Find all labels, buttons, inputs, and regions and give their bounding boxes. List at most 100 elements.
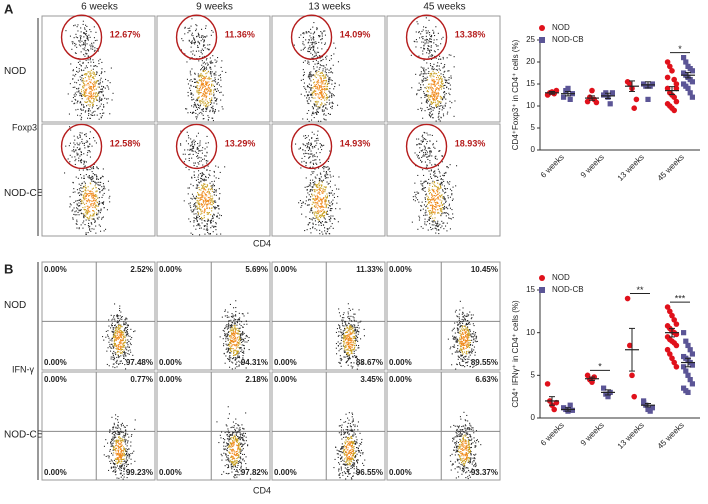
flow-event <box>427 207 429 209</box>
flow-event <box>201 192 203 194</box>
flow-event <box>99 178 101 180</box>
flow-event <box>306 189 308 191</box>
flow-event <box>126 331 128 333</box>
flow-event <box>84 147 86 149</box>
flow-event <box>111 330 113 332</box>
flow-event <box>317 74 319 76</box>
flow-event <box>314 63 316 65</box>
flow-event <box>420 73 422 75</box>
flow-event <box>431 68 433 70</box>
flow-event <box>231 333 233 335</box>
flow-event <box>237 346 239 348</box>
flow-event <box>127 324 129 326</box>
flow-event <box>426 195 428 197</box>
flow-event <box>321 42 323 44</box>
flow-event <box>437 198 439 200</box>
flow-event <box>237 353 239 355</box>
flow-event <box>319 178 321 180</box>
flow-event <box>76 214 78 216</box>
flow-event <box>434 35 436 37</box>
plot-frame <box>386 123 501 237</box>
flow-event <box>79 132 81 134</box>
flow-event <box>440 101 442 103</box>
flow-event <box>431 34 433 36</box>
flow-event <box>194 43 196 45</box>
flow-event <box>191 148 193 150</box>
flow-event <box>89 110 91 112</box>
flow-event <box>199 142 201 144</box>
flow-event <box>215 222 217 224</box>
flow-event <box>212 183 214 185</box>
flow-event <box>233 333 235 335</box>
flow-event <box>98 211 100 213</box>
flow-event <box>316 87 318 89</box>
flow-event <box>323 165 325 167</box>
flow-event <box>316 207 318 209</box>
flow-event <box>347 327 349 329</box>
flow-event <box>83 195 85 197</box>
flow-event <box>327 213 329 215</box>
flow-event <box>98 74 100 76</box>
flow-event <box>92 89 94 91</box>
flow-event <box>85 65 87 67</box>
flow-event <box>91 194 93 196</box>
flow-event <box>225 338 227 340</box>
flow-event <box>421 36 423 38</box>
flow-event <box>206 162 208 164</box>
flow-event <box>443 96 445 98</box>
flow-event <box>239 347 241 349</box>
flow-event <box>331 105 333 107</box>
flow-event <box>120 347 122 349</box>
flow-event <box>218 188 220 190</box>
flow-event <box>308 143 310 145</box>
flow-event <box>206 109 208 111</box>
flow-event <box>303 44 305 46</box>
flow-event <box>310 208 312 210</box>
flow-event <box>89 228 91 230</box>
flow-event <box>126 324 128 326</box>
flow-event <box>77 24 79 26</box>
flow-event <box>335 331 337 333</box>
flow-event <box>313 205 315 207</box>
flow-event <box>89 156 91 158</box>
flow-event <box>200 83 202 85</box>
flow-event <box>437 116 439 118</box>
flow-event <box>225 343 227 345</box>
flow-event <box>110 358 112 360</box>
flow-event <box>312 42 314 44</box>
flow-event <box>456 165 458 167</box>
flow-event <box>351 342 353 344</box>
flow-event <box>325 177 327 179</box>
flow-event <box>120 355 122 357</box>
flow-event <box>86 98 88 100</box>
flow-event <box>213 89 215 91</box>
flow-event <box>210 187 212 189</box>
flow-event <box>92 86 94 88</box>
flow-event <box>115 345 117 347</box>
flow-event <box>94 114 96 116</box>
flow-event <box>325 74 327 76</box>
flow-event <box>209 44 211 46</box>
flow-event <box>92 46 94 48</box>
flow-event <box>316 101 318 103</box>
flow-event <box>113 333 115 335</box>
flow-event <box>423 47 425 49</box>
flow-event <box>357 365 359 367</box>
flow-event <box>358 345 360 347</box>
flow-event <box>241 349 243 351</box>
flow-event <box>320 144 322 146</box>
flow-event <box>360 338 362 340</box>
flow-event <box>198 96 200 98</box>
flow-event <box>220 233 222 235</box>
flow-event <box>84 95 86 97</box>
flow-event <box>441 83 443 85</box>
flow-event <box>98 60 100 62</box>
flow-event <box>424 132 426 134</box>
flow-event <box>236 361 238 363</box>
flow-event <box>228 336 230 338</box>
flow-event <box>318 85 320 87</box>
flow-event <box>343 337 345 339</box>
flow-event <box>105 228 107 230</box>
flow-event <box>118 356 120 358</box>
flow-event <box>206 186 208 188</box>
